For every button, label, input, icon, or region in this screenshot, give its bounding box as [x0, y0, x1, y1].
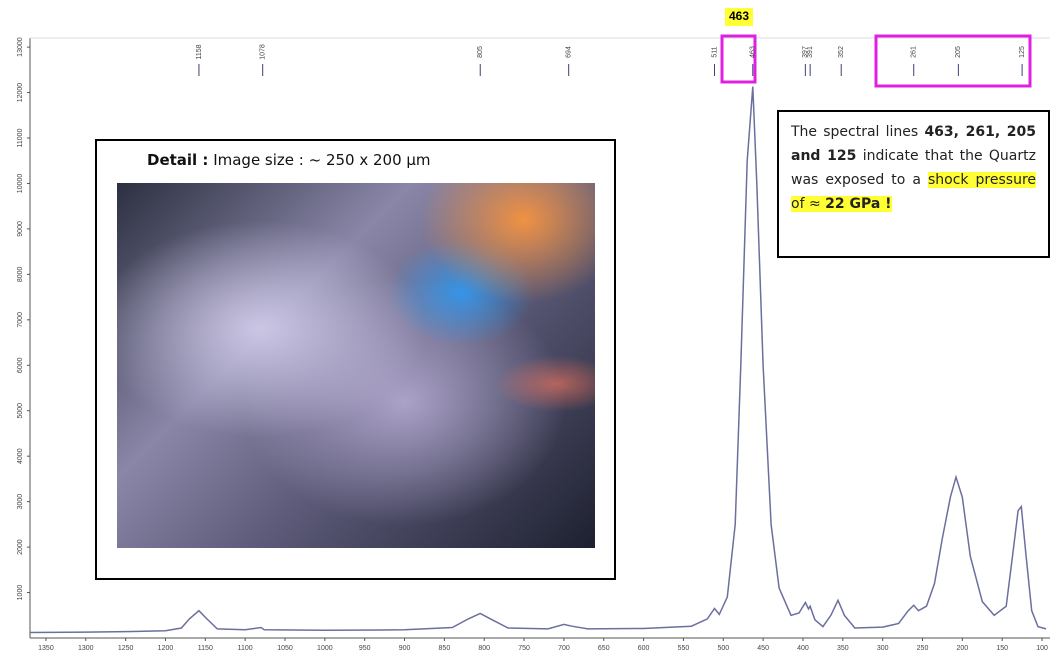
x-tick-label: 150 — [996, 645, 1008, 652]
y-tick-label: 9000 — [17, 221, 24, 237]
y-tick-label: 3000 — [17, 494, 24, 510]
photo — [117, 183, 595, 548]
annotation-bold: 463, 261, 205 and 125 — [791, 124, 1037, 164]
x-tick-label: 400 — [797, 645, 809, 652]
inset: Detail : Image size : ~ 250 x 200 µm — [95, 139, 616, 580]
inset-text: Image size : ~ 250 x 200 µm — [208, 151, 431, 169]
peak-label: 463 — [750, 46, 757, 58]
x-tick-label: 650 — [598, 645, 610, 652]
inset-caption: Detail : Image size : ~ 250 x 200 µm — [147, 151, 431, 169]
peak-label: 261 — [911, 46, 918, 58]
x-tick-label: 250 — [917, 645, 929, 652]
y-tick-label: 11000 — [17, 128, 24, 147]
peak-label: 1158 — [196, 44, 203, 59]
x-tick-label: 100 — [1036, 645, 1048, 652]
annotation-text: The spectral lines — [791, 124, 925, 140]
x-tick-label: 1250 — [118, 645, 134, 652]
y-tick-label: 12000 — [17, 83, 24, 103]
x-tick-label: 1350 — [38, 645, 54, 652]
x-tick-label: 1050 — [277, 645, 293, 652]
x-tick-label: 300 — [877, 645, 889, 652]
x-tick-label: 600 — [638, 645, 650, 652]
x-tick-label: 350 — [837, 645, 849, 652]
peak-label: 125 — [1019, 46, 1026, 58]
peak-label: 352 — [838, 46, 845, 58]
annotation-text: indicate that the Quartz was exposed to … — [791, 148, 1036, 188]
y-tick-label: 8000 — [17, 266, 24, 282]
peak-label: 1078 — [260, 44, 267, 60]
y-tick-label: 6000 — [17, 357, 24, 373]
y-tick-label: 10000 — [17, 174, 24, 194]
x-tick-label: 1200 — [158, 645, 174, 652]
annotation: The spectral lines 463, 261, 205 and 125… — [777, 110, 1050, 258]
y-tick-label: 1000 — [17, 585, 24, 601]
annotation-bold: 22 GPa ! — [825, 196, 892, 212]
x-tick-label: 800 — [478, 645, 490, 652]
spectrum-line — [29, 86, 1047, 634]
annotation-text: shock pressure of ≈ — [791, 172, 1037, 212]
inset-label: Detail : — [147, 151, 209, 169]
y-tick-label: 5000 — [17, 403, 24, 419]
y-tick-label: 2000 — [17, 539, 24, 555]
peak-label: 805 — [477, 46, 484, 58]
x-tick-label: 750 — [518, 645, 530, 652]
peak-label: 205 — [955, 46, 962, 58]
x-tick-label: 1000 — [317, 645, 333, 652]
y-tick-label: 7000 — [17, 312, 24, 328]
label-highlight — [725, 8, 753, 26]
y-tick-label: 4000 — [17, 448, 24, 464]
peak-label: 391 — [807, 46, 814, 58]
x-tick-label: 550 — [678, 645, 690, 652]
x-tick-label: 1100 — [238, 645, 253, 652]
x-tick-label: 1150 — [198, 645, 213, 652]
x-tick-label: 700 — [558, 645, 570, 652]
peak-label: 511 — [711, 46, 718, 57]
x-tick-label: 1300 — [78, 645, 94, 652]
x-tick-label: 500 — [717, 645, 729, 652]
peak-label: 397 — [802, 46, 809, 58]
x-tick-label: 950 — [359, 645, 371, 652]
y-tick-label: 13000 — [17, 37, 24, 57]
highlight-box — [720, 34, 757, 84]
x-tick-label: 200 — [957, 645, 969, 652]
x-tick-label: 450 — [757, 645, 769, 652]
x-tick-label: 900 — [399, 645, 411, 652]
x-tick-label: 850 — [439, 645, 451, 652]
peak-label: 694 — [566, 46, 573, 58]
peak-highlight-label: 463 — [729, 9, 749, 23]
highlight-box — [874, 34, 1032, 88]
